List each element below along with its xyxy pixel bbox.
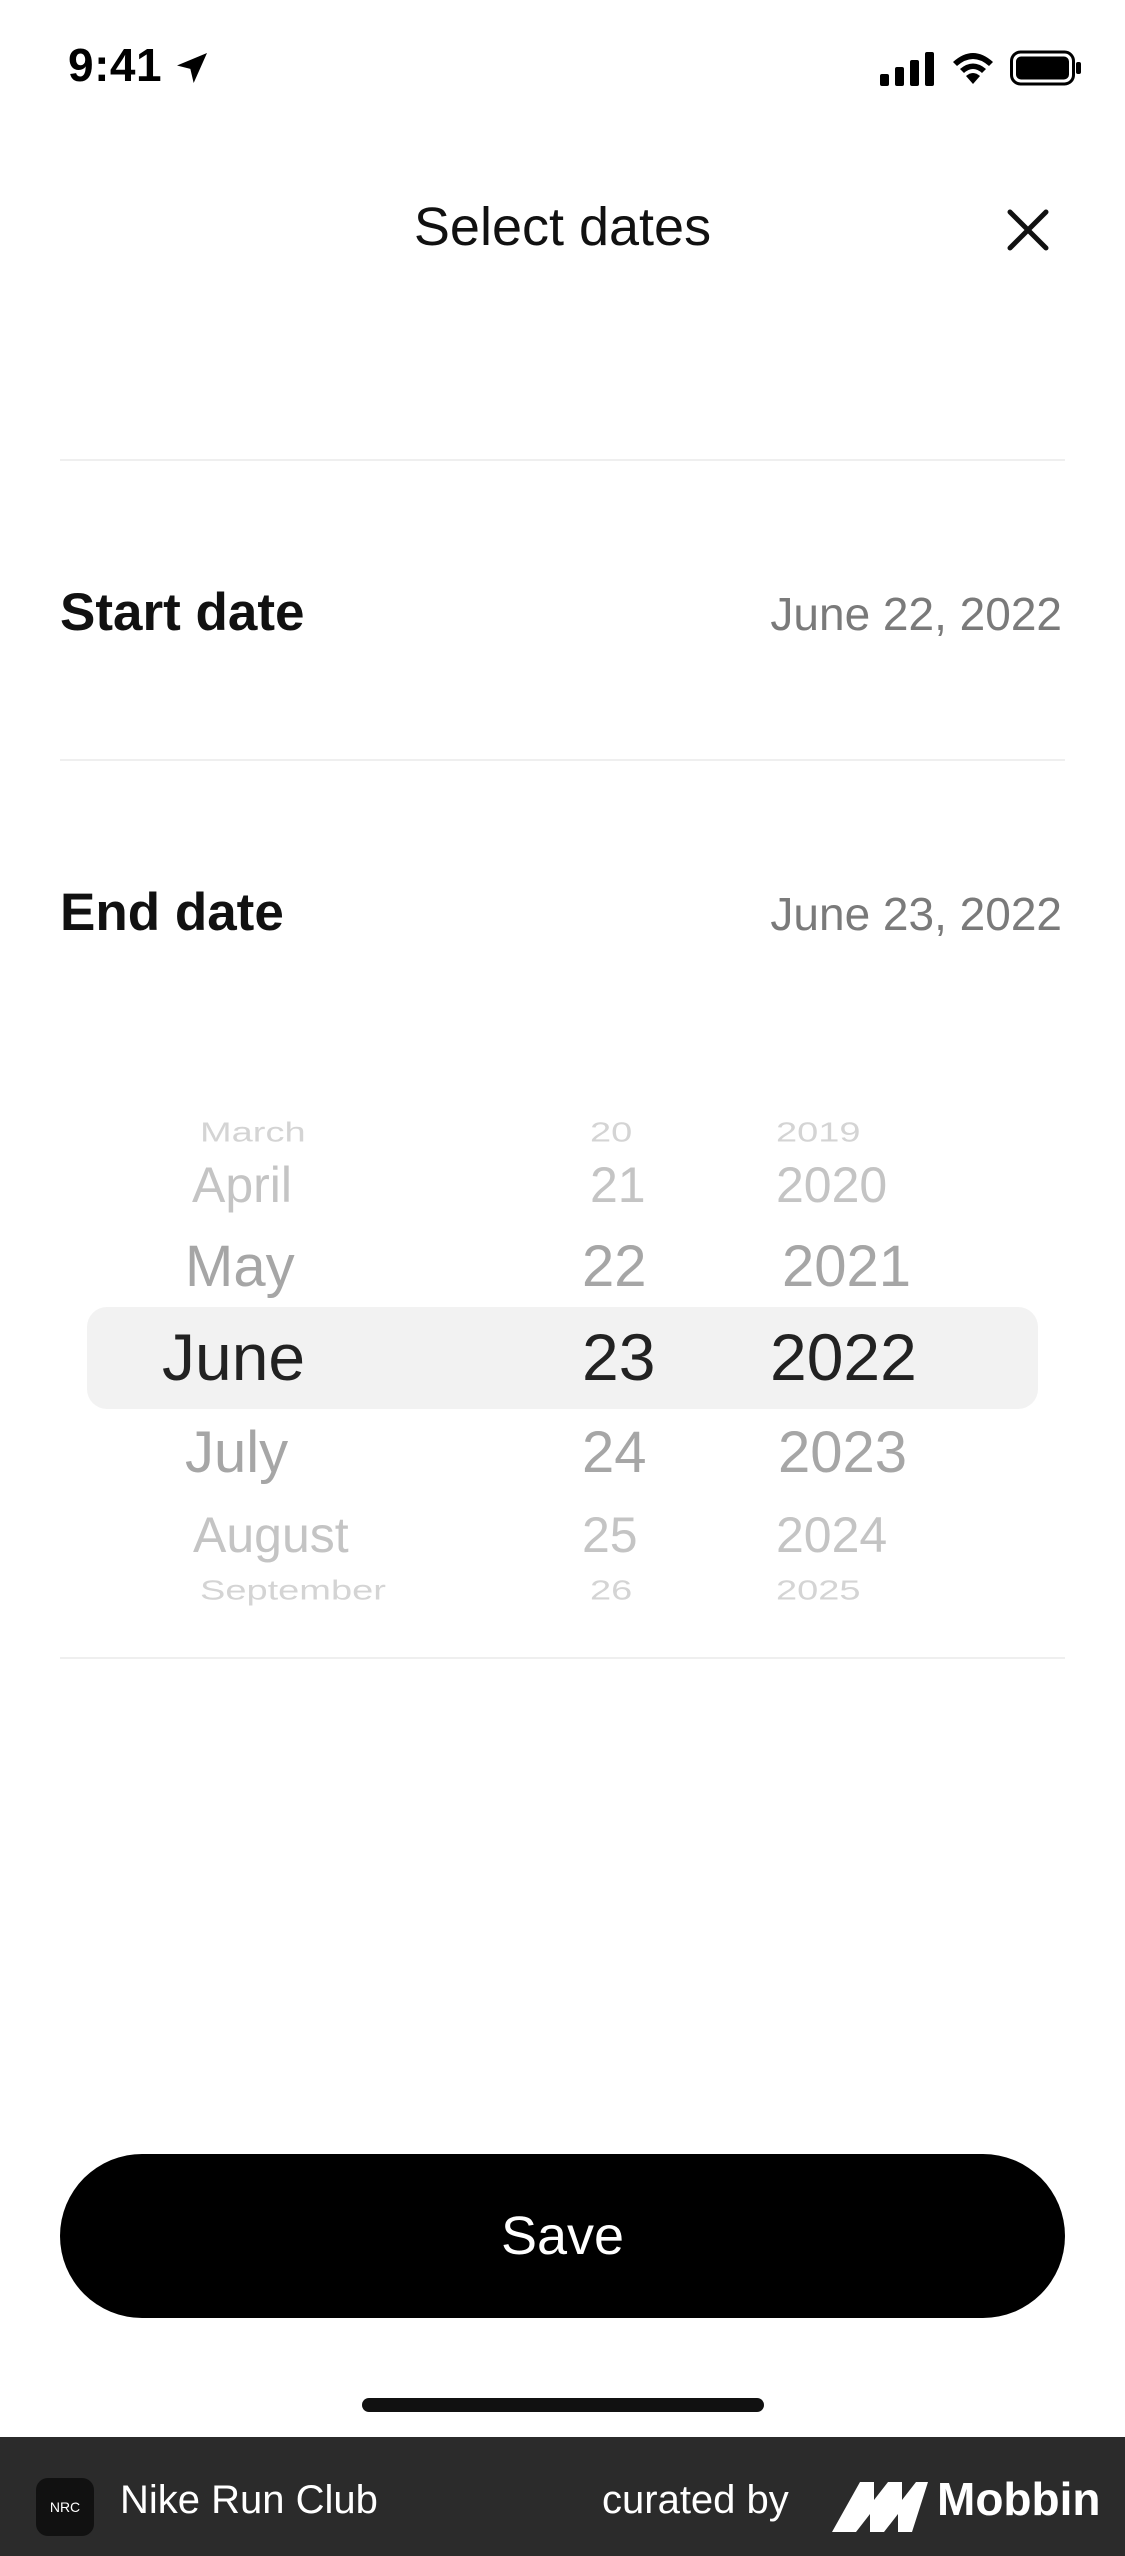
end-date-value[interactable]: June 23, 2022 bbox=[770, 888, 1062, 940]
mobbin-logo-icon bbox=[832, 2482, 928, 2532]
picker-month-option[interactable]: March bbox=[200, 1117, 306, 1149]
picker-day-option[interactable]: 26 bbox=[590, 1575, 633, 1607]
footer-curated-by: curated by bbox=[602, 2478, 789, 2522]
picker-day-option[interactable]: 21 bbox=[590, 1157, 646, 1213]
app-icon: NRC bbox=[36, 2478, 94, 2536]
picker-day-option[interactable]: 20 bbox=[590, 1117, 633, 1149]
picker-month-option[interactable]: September bbox=[200, 1575, 386, 1607]
page-title: Select dates bbox=[413, 197, 712, 257]
picker-day-selected[interactable]: 23 bbox=[582, 1320, 656, 1394]
end-date-label: End date bbox=[60, 883, 284, 942]
picker-year-option[interactable]: 2020 bbox=[776, 1157, 888, 1213]
picker-month-option[interactable]: July bbox=[185, 1420, 289, 1485]
picker-year-option[interactable]: 2021 bbox=[782, 1234, 912, 1299]
close-icon[interactable] bbox=[998, 200, 1058, 260]
picker-year-selected[interactable]: 2022 bbox=[770, 1320, 917, 1394]
save-button[interactable]: Save bbox=[60, 2154, 1065, 2318]
location-arrow-icon bbox=[177, 53, 207, 83]
divider bbox=[60, 459, 1065, 461]
divider bbox=[60, 1657, 1065, 1659]
footer-app-name: Nike Run Club bbox=[120, 2478, 378, 2522]
footer-bar bbox=[0, 2437, 1125, 2556]
home-indicator bbox=[362, 2398, 764, 2412]
picker-selection-highlight bbox=[87, 1307, 1038, 1409]
picker-month-option[interactable]: April bbox=[192, 1157, 293, 1213]
picker-year-option[interactable]: 2023 bbox=[778, 1420, 908, 1485]
picker-month-option[interactable]: August bbox=[193, 1507, 349, 1563]
status-time: 9:41 bbox=[68, 39, 163, 91]
picker-month-selected[interactable]: June bbox=[162, 1320, 306, 1394]
footer-brand-name: Mobbin bbox=[937, 2473, 1101, 2525]
start-date-value[interactable]: June 22, 2022 bbox=[770, 588, 1062, 640]
divider bbox=[60, 759, 1065, 761]
wifi-icon bbox=[953, 53, 993, 84]
picker-day-option[interactable]: 22 bbox=[582, 1234, 647, 1299]
picker-month-option[interactable]: May bbox=[185, 1234, 295, 1299]
picker-year-option[interactable]: 2025 bbox=[776, 1575, 861, 1607]
signal-icon bbox=[880, 52, 934, 86]
picker-day-option[interactable]: 25 bbox=[582, 1507, 638, 1563]
start-date-label: Start date bbox=[60, 583, 305, 642]
picker-year-option[interactable]: 2024 bbox=[776, 1507, 888, 1563]
picker-day-option[interactable]: 24 bbox=[582, 1420, 647, 1485]
picker-year-option[interactable]: 2019 bbox=[776, 1117, 861, 1149]
battery-icon bbox=[1010, 50, 1081, 86]
